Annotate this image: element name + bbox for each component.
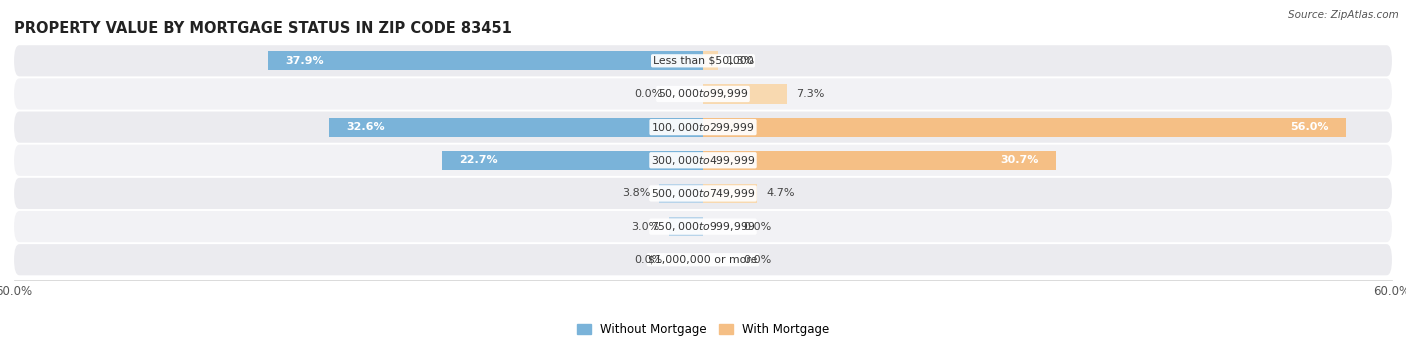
- Bar: [267, 51, 703, 71]
- Text: $100,000 to $299,999: $100,000 to $299,999: [651, 121, 755, 134]
- Text: 22.7%: 22.7%: [460, 155, 498, 165]
- Text: 7.3%: 7.3%: [796, 89, 824, 99]
- Text: 32.6%: 32.6%: [346, 122, 384, 132]
- FancyBboxPatch shape: [14, 178, 1392, 209]
- Bar: [659, 184, 703, 203]
- FancyBboxPatch shape: [14, 244, 1392, 275]
- Bar: [443, 151, 703, 170]
- Bar: [703, 184, 756, 203]
- Text: 0.0%: 0.0%: [634, 255, 662, 265]
- Text: $50,000 to $99,999: $50,000 to $99,999: [658, 87, 748, 101]
- FancyBboxPatch shape: [14, 45, 1392, 76]
- Text: 1.3%: 1.3%: [727, 56, 755, 66]
- Bar: [329, 118, 703, 137]
- Bar: [703, 84, 787, 104]
- Text: Source: ZipAtlas.com: Source: ZipAtlas.com: [1288, 10, 1399, 20]
- Text: $750,000 to $999,999: $750,000 to $999,999: [651, 220, 755, 233]
- Text: 0.0%: 0.0%: [744, 255, 772, 265]
- FancyBboxPatch shape: [14, 145, 1392, 176]
- Text: 3.8%: 3.8%: [621, 189, 650, 198]
- Text: 37.9%: 37.9%: [285, 56, 323, 66]
- Bar: [703, 118, 1346, 137]
- Legend: Without Mortgage, With Mortgage: Without Mortgage, With Mortgage: [572, 318, 834, 341]
- Text: $1,000,000 or more: $1,000,000 or more: [648, 255, 758, 265]
- Text: PROPERTY VALUE BY MORTGAGE STATUS IN ZIP CODE 83451: PROPERTY VALUE BY MORTGAGE STATUS IN ZIP…: [14, 20, 512, 35]
- Text: $300,000 to $499,999: $300,000 to $499,999: [651, 154, 755, 167]
- FancyBboxPatch shape: [14, 78, 1392, 109]
- Text: 0.0%: 0.0%: [744, 222, 772, 232]
- Text: Less than $50,000: Less than $50,000: [652, 56, 754, 66]
- Text: 56.0%: 56.0%: [1291, 122, 1329, 132]
- Text: 0.0%: 0.0%: [634, 89, 662, 99]
- FancyBboxPatch shape: [14, 211, 1392, 242]
- Bar: [703, 151, 1056, 170]
- Text: 3.0%: 3.0%: [631, 222, 659, 232]
- Text: $500,000 to $749,999: $500,000 to $749,999: [651, 187, 755, 200]
- Text: 30.7%: 30.7%: [1000, 155, 1038, 165]
- FancyBboxPatch shape: [14, 112, 1392, 143]
- Bar: [669, 217, 703, 236]
- Bar: [703, 51, 718, 71]
- Text: 4.7%: 4.7%: [766, 189, 794, 198]
